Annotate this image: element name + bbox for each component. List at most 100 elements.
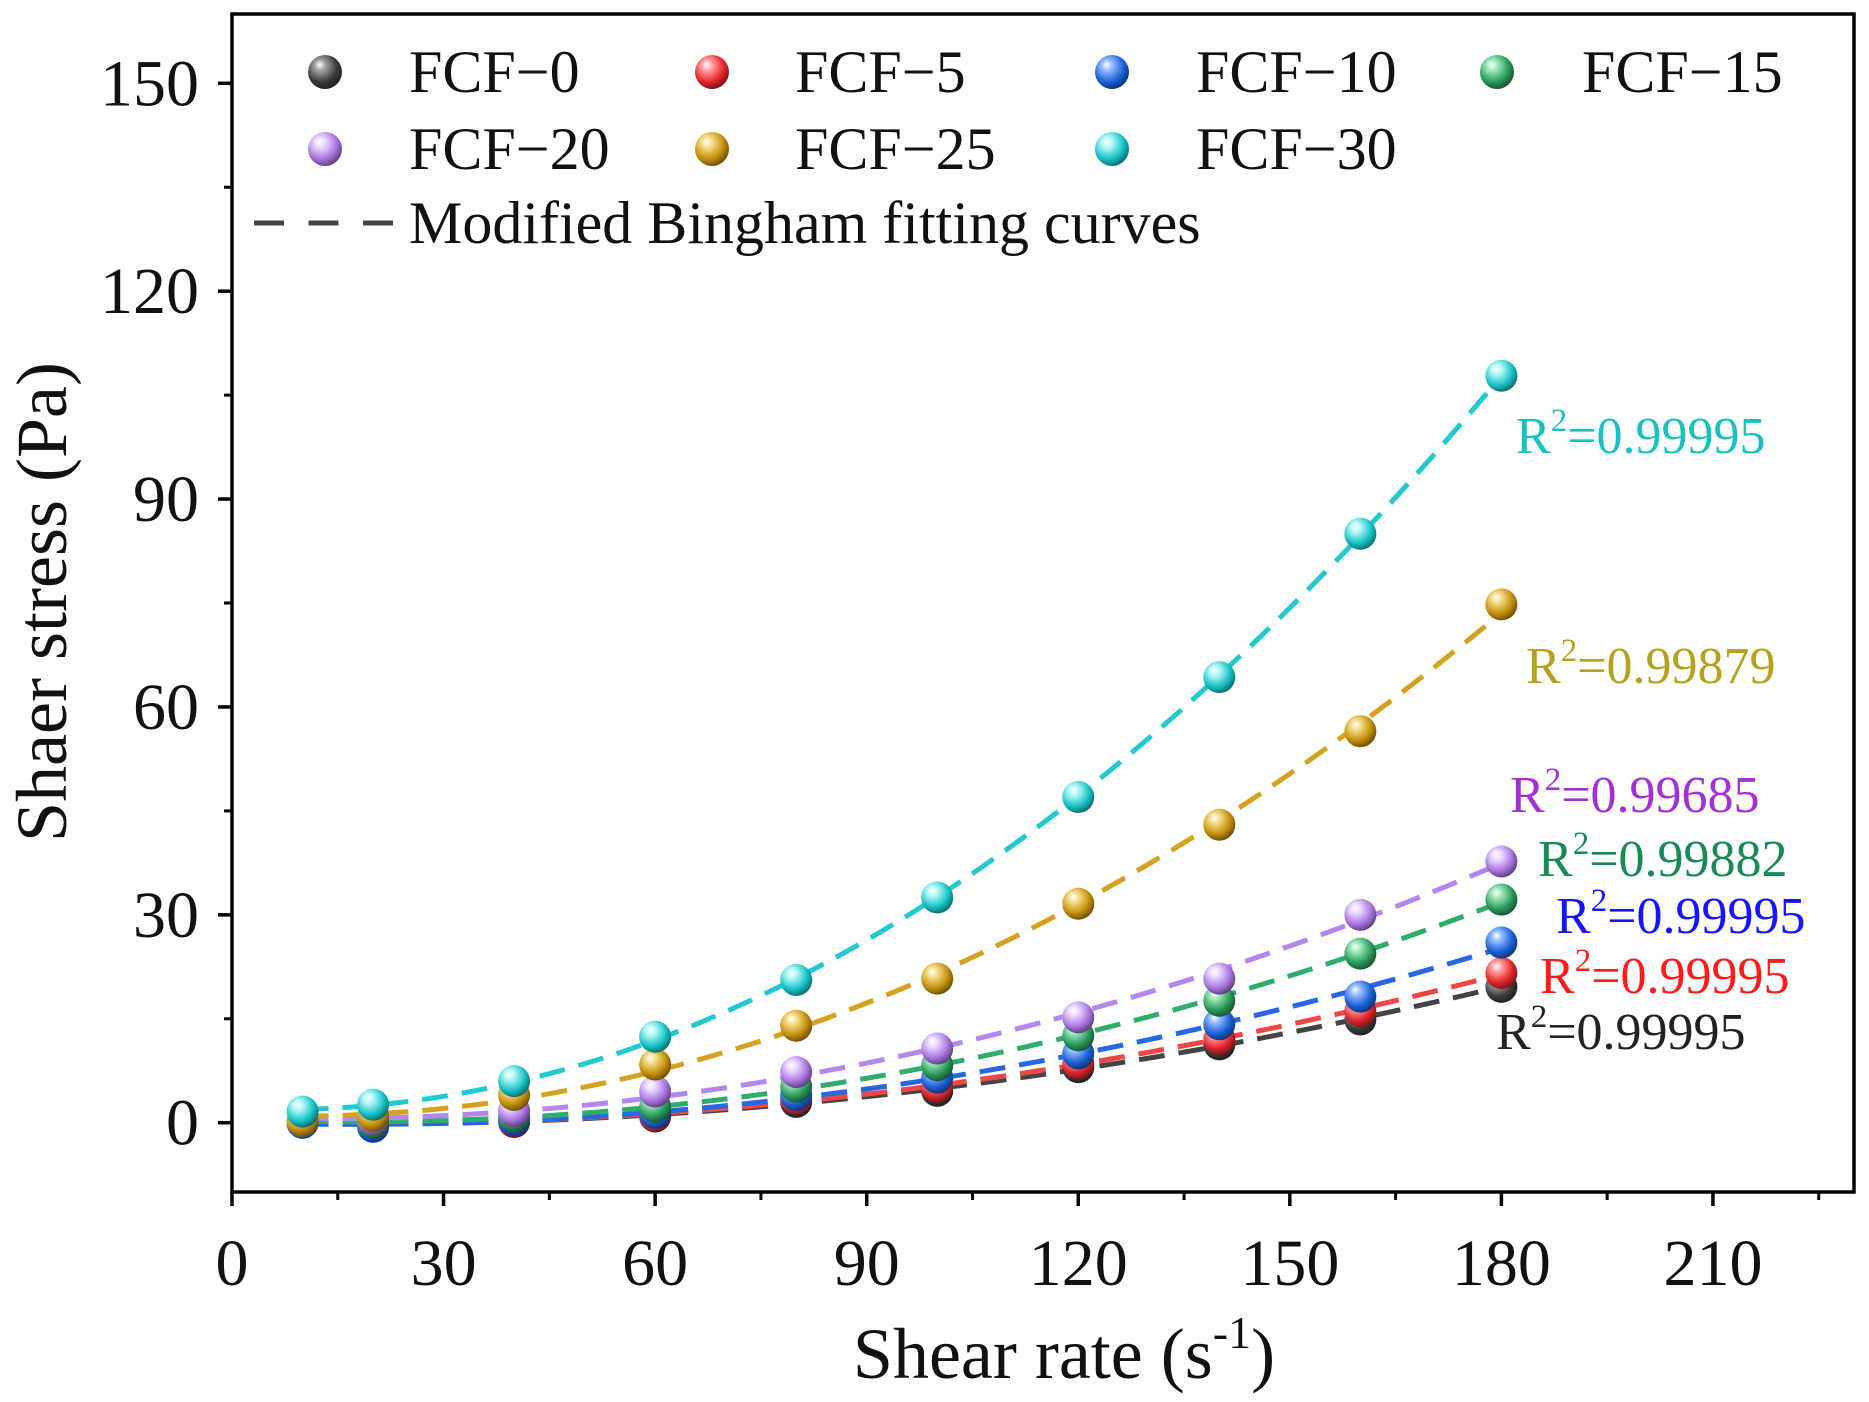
- data-point-series-2: [1344, 980, 1377, 1013]
- legend-label: FCF−20: [409, 116, 610, 182]
- legend-item-fit: Modified Bingham fitting curves: [254, 190, 1201, 256]
- data-point-series-6: [1062, 781, 1095, 814]
- legend-item-1: FCF−5: [695, 39, 966, 105]
- legend-marker: [695, 55, 729, 89]
- data-point-series-4: [921, 1032, 954, 1065]
- r2-superscript: 2: [1551, 403, 1568, 439]
- r2-value: =0.99995: [1591, 948, 1789, 1005]
- x-axis-title: Shear rate (s-1): [853, 1307, 1275, 1394]
- r2-superscript: 2: [1561, 633, 1578, 669]
- data-points: [286, 359, 1518, 1143]
- data-point-series-5: [921, 962, 954, 995]
- x-axis-ticks: 0 30 60 90 120 150 180 210: [216, 1192, 1821, 1300]
- legend-item-0: FCF−0: [308, 39, 580, 105]
- data-point-series-3: [1485, 883, 1518, 916]
- data-point-series-2: [1485, 926, 1518, 959]
- y-tick-label: 120: [100, 255, 199, 328]
- r2-value: =0.99685: [1561, 767, 1759, 824]
- legend-marker: [1095, 132, 1129, 166]
- x-axis-title-main: Shear rate (s: [853, 1314, 1213, 1394]
- r2-annotation-6: R2=0.99995: [1516, 403, 1766, 465]
- data-point-series-6: [1485, 359, 1518, 392]
- r2-prefix: R: [1538, 831, 1573, 888]
- r2-prefix: R: [1510, 767, 1545, 824]
- y-tick-label: 150: [100, 47, 199, 120]
- data-point-series-3: [1203, 984, 1236, 1017]
- data-point-series-6: [921, 881, 954, 914]
- r2-prefix: R: [1526, 638, 1561, 695]
- data-point-series-5: [1344, 715, 1377, 748]
- legend-item-4: FCF−20: [308, 116, 610, 182]
- legend-label: FCF−5: [795, 39, 966, 105]
- legend-marker: [1095, 55, 1129, 89]
- data-point-series-6: [498, 1065, 531, 1098]
- legend-fit-label: Modified Bingham fitting curves: [409, 190, 1201, 256]
- r2-annotation-5: R2=0.99879: [1526, 633, 1776, 695]
- data-point-series-5: [1062, 887, 1095, 920]
- legend-item-6: FCF−30: [1095, 116, 1397, 182]
- y-tick-label: 30: [133, 879, 199, 952]
- legend-label: FCF−10: [1196, 39, 1397, 105]
- legend-label: FCF−30: [1196, 116, 1397, 182]
- r2-prefix: R: [1496, 1004, 1531, 1061]
- data-point-series-4: [1203, 962, 1236, 995]
- x-axis-title-end: ): [1251, 1314, 1275, 1394]
- data-point-series-6: [1344, 517, 1377, 550]
- legend-marker: [308, 132, 342, 166]
- r2-value: =0.99879: [1577, 638, 1775, 695]
- x-tick-label: 150: [1240, 1227, 1339, 1300]
- fit-curve-3: [302, 899, 1503, 1125]
- r2-prefix: R: [1540, 948, 1575, 1005]
- x-tick-label: 30: [411, 1227, 477, 1300]
- r2-superscript: 2: [1531, 999, 1548, 1035]
- data-point-series-5: [780, 1009, 813, 1042]
- data-point-series-2: [1203, 1008, 1236, 1041]
- y-tick-label: 60: [133, 671, 199, 744]
- data-point-series-4: [780, 1056, 813, 1089]
- data-point-series-6: [639, 1020, 672, 1053]
- legend-marker: [308, 55, 342, 89]
- data-point-series-3: [1344, 937, 1377, 970]
- data-point-series-4: [639, 1075, 672, 1108]
- r2-value: =0.99882: [1589, 831, 1787, 888]
- data-point-series-6: [1203, 661, 1236, 694]
- data-point-series-6: [357, 1088, 390, 1121]
- x-tick-label: 90: [834, 1227, 900, 1300]
- r2-value: =0.99995: [1607, 888, 1805, 945]
- legend-item-3: FCF−15: [1480, 39, 1783, 105]
- r2-superscript: 2: [1573, 826, 1590, 862]
- legend-label: FCF−25: [795, 116, 996, 182]
- legend-marker: [1480, 55, 1514, 89]
- x-tick-label: 0: [216, 1227, 249, 1300]
- data-point-series-6: [780, 963, 813, 996]
- legend: FCF−0 FCF−5 FCF−10 FCF−15 FCF−20 FCF−25 FCF−30…: [254, 39, 1783, 256]
- data-point-series-1: [1485, 957, 1518, 990]
- fit-curve-2: [302, 945, 1503, 1127]
- r2-annotation-0: R2=0.99995: [1496, 999, 1746, 1061]
- data-point-series-6: [286, 1095, 319, 1128]
- y-axis-ticks: 0 30 60 90 120 150: [100, 47, 232, 1160]
- r2-value: =0.99995: [1567, 408, 1765, 465]
- r2-annotation-1: R2=0.99995: [1540, 943, 1790, 1005]
- x-tick-label: 120: [1029, 1227, 1128, 1300]
- data-point-series-4: [1062, 1001, 1095, 1034]
- x-tick-label: 60: [622, 1227, 688, 1300]
- data-point-series-4: [1485, 845, 1518, 878]
- r2-value: =0.99995: [1547, 1004, 1745, 1061]
- r2-prefix: R: [1556, 888, 1591, 945]
- legend-marker: [695, 132, 729, 166]
- legend-label: FCF−15: [1582, 39, 1783, 105]
- data-point-series-4: [1344, 898, 1377, 931]
- r2-annotation-4: R2=0.99685: [1510, 762, 1760, 824]
- y-axis-title: Shaer stress (Pa): [2, 362, 82, 842]
- data-point-series-5: [639, 1048, 672, 1081]
- r2-annotation-3: R2=0.99882: [1538, 826, 1788, 888]
- legend-label: FCF−0: [409, 39, 580, 105]
- r2-superscript: 2: [1575, 943, 1592, 979]
- data-point-series-5: [1203, 808, 1236, 841]
- y-tick-label: 0: [166, 1087, 199, 1160]
- fit-curve-1: [302, 971, 1503, 1127]
- legend-item-5: FCF−25: [695, 116, 996, 182]
- y-tick-label: 90: [133, 463, 199, 536]
